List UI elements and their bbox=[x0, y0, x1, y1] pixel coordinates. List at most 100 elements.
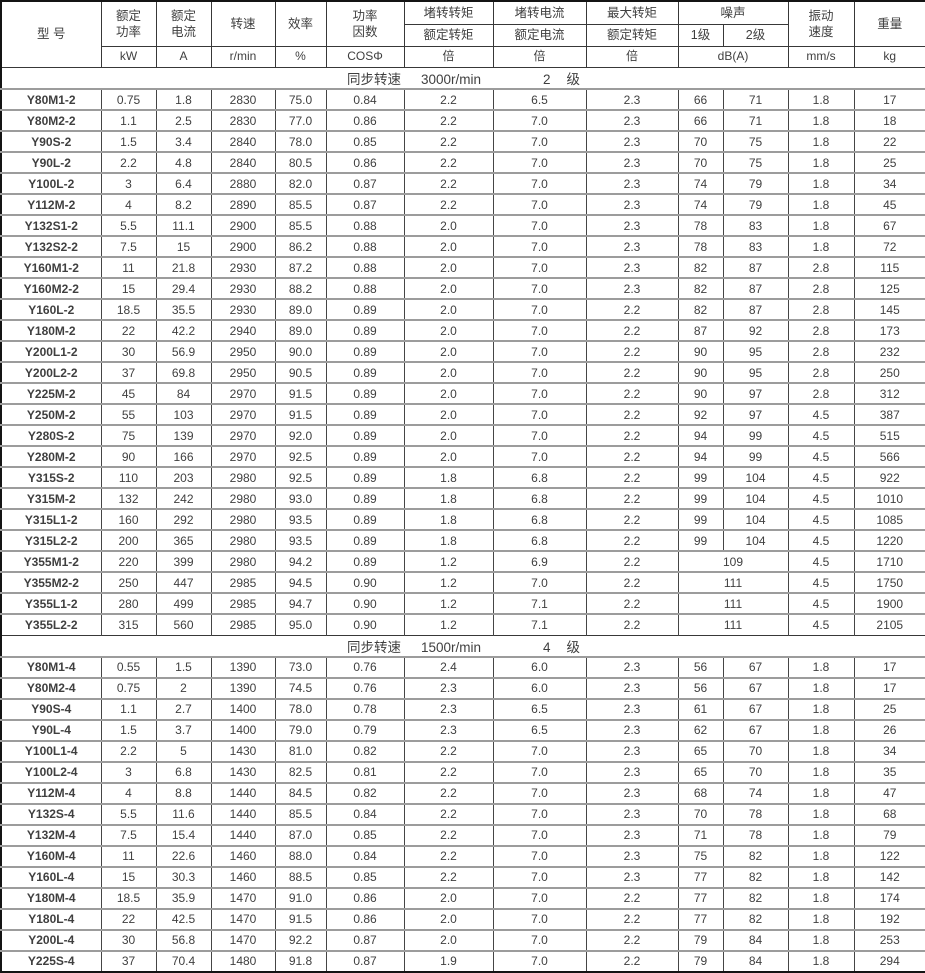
value-cell: 37 bbox=[100, 361, 157, 383]
value-cell: 2.0 bbox=[403, 886, 494, 909]
value-cell: 1.8 bbox=[787, 739, 855, 762]
value-cell: 2.4 bbox=[403, 655, 494, 678]
value-cell: 0.55 bbox=[100, 655, 157, 678]
section-header-row: 同步转速 3000r/min 2 级 bbox=[0, 67, 925, 89]
value-cell: 47 bbox=[853, 781, 925, 804]
value-cell: 90 bbox=[677, 340, 724, 362]
value-cell: 67 bbox=[722, 655, 789, 678]
model-cell: Y355M2-2 bbox=[0, 571, 102, 593]
table-body: 同步转速 3000r/min 2 级 Y80M1-2 0.75 1.8 2830 75.0 0.8… bbox=[0, 67, 925, 972]
unit-noise: dB(A) bbox=[677, 46, 789, 68]
value-cell: 7.0 bbox=[492, 277, 587, 299]
value-cell: 87 bbox=[677, 319, 724, 341]
value-cell: 2.2 bbox=[403, 172, 494, 194]
value-cell: 7.0 bbox=[492, 445, 587, 467]
model-cell: Y160M2-2 bbox=[0, 277, 102, 299]
value-cell: 0.89 bbox=[325, 445, 405, 467]
value-cell: 7.0 bbox=[492, 151, 587, 173]
value-cell: 7.5 bbox=[100, 823, 157, 846]
value-cell: 56 bbox=[677, 676, 724, 699]
value-cell: 6.9 bbox=[492, 550, 587, 572]
value-cell: 83 bbox=[722, 214, 789, 236]
table-row: Y132S2-2 7.5 15 2900 86.2 0.88 2.0 7.0 2.3 78 83 1.… bbox=[0, 235, 925, 257]
noise-merged-cell: 111 bbox=[677, 571, 789, 593]
value-cell: 45 bbox=[100, 382, 157, 404]
value-cell: 6.8 bbox=[492, 529, 587, 551]
model-cell: Y280S-2 bbox=[0, 424, 102, 446]
value-cell: 2.2 bbox=[100, 151, 157, 173]
value-cell: 79 bbox=[722, 172, 789, 194]
value-cell: 22 bbox=[100, 319, 157, 341]
value-cell: 6.8 bbox=[155, 760, 212, 783]
unit-locked-torque-ratio: 倍 bbox=[403, 46, 494, 68]
value-cell: 0.89 bbox=[325, 340, 405, 362]
model-cell: Y132M-4 bbox=[0, 823, 102, 846]
value-cell: 82 bbox=[722, 844, 789, 867]
section-label: 同步转速 bbox=[346, 639, 401, 655]
value-cell: 1430 bbox=[210, 760, 276, 783]
value-cell: 6.5 bbox=[492, 88, 587, 110]
model-cell: Y80M2-4 bbox=[0, 676, 102, 699]
value-cell: 2.3 bbox=[585, 172, 679, 194]
value-cell: 93.0 bbox=[274, 487, 327, 509]
table-row: Y315M-2 132 242 2980 93.0 0.89 1.8 6.8 2.2 99 104 4… bbox=[0, 487, 925, 509]
value-cell: 2.3 bbox=[585, 865, 679, 888]
value-cell: 8.2 bbox=[155, 193, 212, 215]
value-cell: 82 bbox=[677, 298, 724, 320]
value-cell: 95 bbox=[722, 340, 789, 362]
value-cell: 2.2 bbox=[403, 151, 494, 173]
value-cell: 87 bbox=[722, 256, 789, 278]
value-cell: 2.2 bbox=[585, 613, 679, 635]
value-cell: 1400 bbox=[210, 697, 276, 720]
value-cell: 166 bbox=[155, 445, 212, 467]
value-cell: 4.5 bbox=[787, 487, 855, 509]
value-cell: 447 bbox=[155, 571, 212, 593]
value-cell: 0.87 bbox=[325, 193, 405, 215]
value-cell: 1.8 bbox=[787, 172, 855, 194]
value-cell: 2.3 bbox=[585, 823, 679, 846]
value-cell: 2.0 bbox=[403, 319, 494, 341]
unit-power-factor: COSΦ bbox=[325, 46, 405, 68]
col-header-rated-current: 额定 电流 bbox=[155, 0, 212, 47]
value-cell: 2900 bbox=[210, 214, 276, 236]
value-cell: 2980 bbox=[210, 550, 276, 572]
value-cell: 7.0 bbox=[492, 235, 587, 257]
value-cell: 79 bbox=[677, 949, 724, 972]
value-cell: 200 bbox=[100, 529, 157, 551]
value-cell: 104 bbox=[722, 529, 789, 551]
table-row: Y355M1-2 220 399 2980 94.2 0.89 1.2 6.9 2.2 109 4.… bbox=[0, 550, 925, 572]
value-cell: 2980 bbox=[210, 466, 276, 488]
value-cell: 0.84 bbox=[325, 802, 405, 825]
value-cell: 7.0 bbox=[492, 214, 587, 236]
model-cell: Y132S1-2 bbox=[0, 214, 102, 236]
value-cell: 68 bbox=[853, 802, 925, 825]
value-cell: 82.0 bbox=[274, 172, 327, 194]
value-cell: 86.2 bbox=[274, 235, 327, 257]
value-cell: 0.89 bbox=[325, 361, 405, 383]
value-cell: 4.5 bbox=[787, 424, 855, 446]
value-cell: 87.2 bbox=[274, 256, 327, 278]
table-row: Y90S-2 1.5 3.4 2840 78.0 0.85 2.2 7.0 2.3 70 75 1.8… bbox=[0, 130, 925, 152]
model-cell: Y200L-4 bbox=[0, 928, 102, 951]
value-cell: 1470 bbox=[210, 886, 276, 909]
value-cell: 1.8 bbox=[787, 886, 855, 909]
value-cell: 2.3 bbox=[585, 109, 679, 131]
value-cell: 7.0 bbox=[492, 361, 587, 383]
value-cell: 35 bbox=[853, 760, 925, 783]
value-cell: 250 bbox=[100, 571, 157, 593]
value-cell: 2.3 bbox=[403, 676, 494, 699]
value-cell: 139 bbox=[155, 424, 212, 446]
value-cell: 4.5 bbox=[787, 508, 855, 530]
value-cell: 1.5 bbox=[155, 655, 212, 678]
table-row: Y132S-4 5.5 11.6 1440 85.5 0.84 2.2 7.0 2.3 70 78 1… bbox=[0, 802, 925, 825]
value-cell: 82 bbox=[722, 886, 789, 909]
value-cell: 1085 bbox=[853, 508, 925, 530]
value-cell: 2.8 bbox=[787, 256, 855, 278]
value-cell: 0.89 bbox=[325, 382, 405, 404]
value-cell: 2.2 bbox=[585, 424, 679, 446]
value-cell: 77.0 bbox=[274, 109, 327, 131]
value-cell: 0.89 bbox=[325, 403, 405, 425]
value-cell: 67 bbox=[722, 718, 789, 741]
table-header: 型 号 额定 功率 额定 电流 转速 效率 功率 因数 堵转转矩 堵转电流 最大… bbox=[0, 0, 925, 68]
value-cell: 566 bbox=[853, 445, 925, 467]
